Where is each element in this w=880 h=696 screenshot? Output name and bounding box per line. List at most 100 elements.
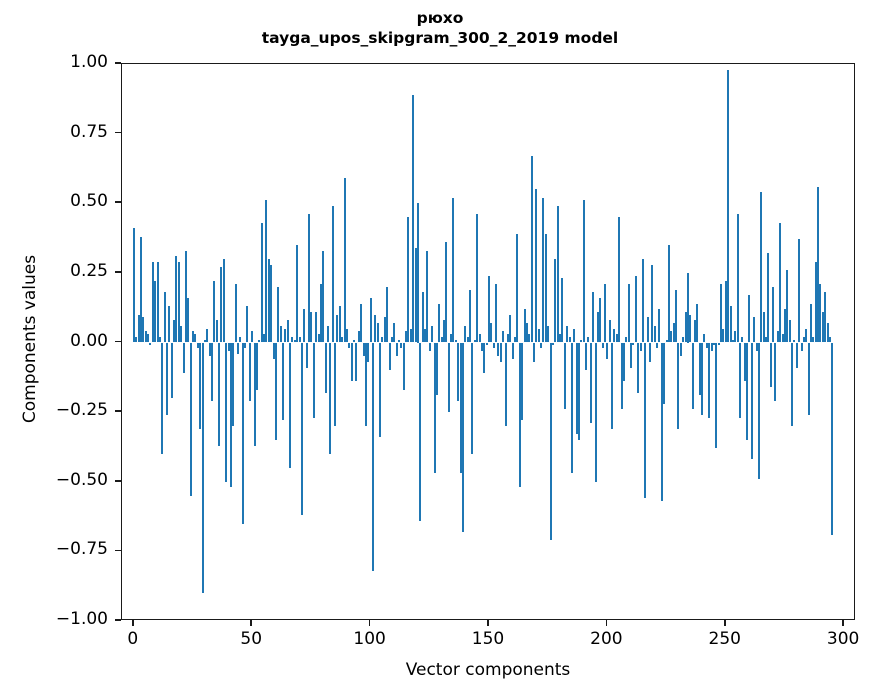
bar <box>755 342 758 351</box>
bar <box>379 342 382 438</box>
bar <box>779 222 782 343</box>
y-tick-label: 0.75 <box>70 121 108 142</box>
bar <box>277 286 280 343</box>
bar <box>355 342 358 382</box>
bar <box>622 342 625 382</box>
bar <box>461 342 464 532</box>
bar <box>308 214 311 343</box>
bar <box>367 342 370 362</box>
bar <box>693 320 696 343</box>
bar <box>615 334 618 343</box>
bar <box>601 342 604 349</box>
bar <box>326 325 329 343</box>
bar <box>421 292 424 343</box>
bar <box>696 303 699 343</box>
y-tick-label: −1.00 <box>55 609 108 629</box>
bar <box>168 306 171 343</box>
bar <box>428 342 431 351</box>
bar <box>627 284 630 343</box>
bar <box>556 206 559 343</box>
bar <box>606 342 609 360</box>
bar <box>184 250 187 343</box>
bar <box>506 334 509 343</box>
bar <box>310 311 313 343</box>
bar <box>165 342 168 415</box>
bar <box>540 342 543 349</box>
bar <box>438 303 441 343</box>
y-tick-mark <box>115 340 121 343</box>
bar <box>776 331 779 343</box>
bar <box>450 334 453 343</box>
bar <box>530 155 533 343</box>
bar <box>270 264 273 343</box>
bar <box>208 342 211 357</box>
bar <box>620 342 623 410</box>
bar <box>720 284 723 343</box>
bar <box>156 261 159 343</box>
bar <box>201 342 204 594</box>
bar <box>774 342 777 401</box>
bar <box>338 306 341 343</box>
bar <box>523 309 526 343</box>
bar <box>371 342 374 571</box>
bar <box>724 281 727 343</box>
bar <box>675 289 678 343</box>
bar <box>466 336 469 343</box>
bar <box>613 328 616 343</box>
bar <box>786 270 789 343</box>
bar <box>405 331 408 343</box>
x-tick-mark <box>487 620 489 626</box>
bar <box>542 197 545 343</box>
bar <box>549 342 552 541</box>
bar <box>516 233 519 343</box>
bar <box>544 233 547 343</box>
bar <box>727 69 730 343</box>
bar <box>381 336 384 343</box>
bar <box>272 342 275 360</box>
y-tick-mark <box>115 131 121 134</box>
bar <box>431 325 434 343</box>
bar <box>566 325 569 343</box>
bar <box>255 342 258 390</box>
bar <box>192 331 195 343</box>
bar <box>151 261 154 343</box>
y-tick-label: 0.25 <box>70 260 108 281</box>
bar <box>343 178 346 343</box>
bar <box>194 334 197 343</box>
bar <box>772 286 775 343</box>
bar <box>660 342 663 502</box>
x-tick-label: 250 <box>708 629 741 649</box>
bar <box>480 342 483 351</box>
bar <box>258 339 261 343</box>
bar <box>658 309 661 343</box>
bar <box>682 336 685 343</box>
bar <box>741 336 744 343</box>
bar <box>554 258 557 343</box>
bar <box>589 342 592 424</box>
bar <box>362 342 365 357</box>
bar <box>374 314 377 343</box>
bar <box>551 342 554 346</box>
bar <box>625 336 628 343</box>
bar <box>547 325 550 343</box>
bar <box>293 339 296 343</box>
bar <box>296 245 299 343</box>
bar <box>239 336 242 343</box>
bar <box>632 342 635 346</box>
bar <box>241 342 244 524</box>
bar <box>582 200 585 343</box>
bar <box>644 342 647 499</box>
bar <box>279 325 282 343</box>
bar <box>443 320 445 343</box>
bar <box>514 336 517 343</box>
bar <box>736 214 739 343</box>
bar <box>580 339 583 343</box>
bar <box>345 328 348 343</box>
bar <box>618 217 621 343</box>
bar <box>251 331 254 343</box>
bar <box>488 275 490 343</box>
bar <box>499 342 502 362</box>
bar <box>447 342 450 413</box>
bar <box>788 320 791 343</box>
bar <box>760 192 763 343</box>
